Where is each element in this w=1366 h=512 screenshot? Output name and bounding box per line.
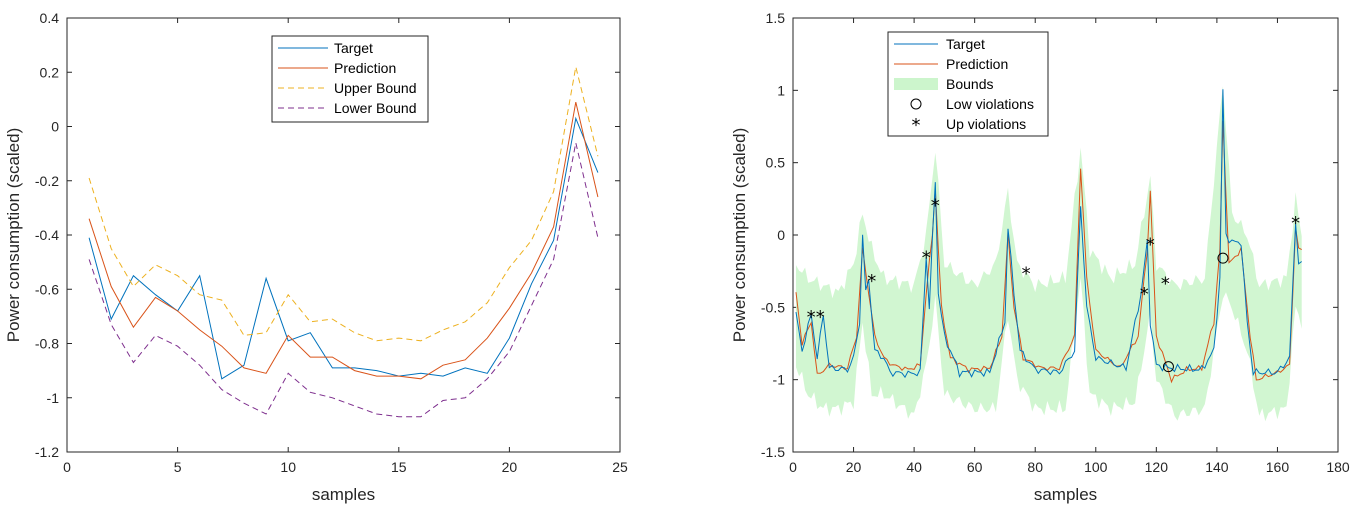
up-violation-marker: *	[922, 248, 931, 269]
y-tick-label: -0.2	[35, 173, 59, 189]
legend-label: Up violations	[946, 116, 1026, 132]
y-axis-label: Power consumption (scaled)	[4, 128, 23, 342]
x-tick-label: 180	[1326, 459, 1350, 475]
y-tick-label: 0.2	[40, 64, 60, 80]
x-tick-label: 20	[502, 459, 518, 475]
legend-label: Upper Bound	[334, 80, 417, 96]
x-tick-label: 10	[280, 459, 296, 475]
up-violation-marker: *	[867, 271, 876, 292]
low-violation-marker	[1162, 361, 1174, 373]
x-tick-label: 40	[906, 459, 922, 475]
x-tick-label: 120	[1145, 459, 1169, 475]
x-tick-label: 5	[174, 459, 182, 475]
legend-label: Low violations	[946, 96, 1034, 112]
y-tick-label: -0.8	[35, 336, 59, 352]
x-tick-label: 20	[846, 459, 862, 475]
up-violation-marker: *	[816, 307, 825, 328]
series-line-prediction	[795, 120, 1302, 384]
x-tick-label: 15	[391, 459, 407, 475]
x-axis-label: samples	[1034, 485, 1097, 504]
x-tick-label: 0	[63, 459, 71, 475]
y-tick-label: 0.4	[40, 10, 60, 26]
chart-left: 0 5 10 15 20 25 -1.2 -1 -0.8 -0.6 -0.4 -0.2 0 0.2 0.4 s…	[4, 10, 628, 504]
legend-swatch	[894, 78, 938, 90]
x-tick-label: 140	[1205, 459, 1229, 475]
up-violation-marker: *	[1161, 274, 1170, 295]
chart-right: 0 20 40 60 80 100 120 140 160 180 -1.5 -1 -0.5 0 0.5 1 1…	[730, 10, 1350, 504]
y-tick-label: -1.5	[761, 444, 785, 460]
series-line-target	[88, 116, 599, 380]
x-tick-label: 100	[1084, 459, 1108, 475]
series-line-prediction	[88, 101, 599, 380]
y-tick-label: -1	[47, 390, 60, 406]
up-violation-marker: *	[1146, 235, 1155, 256]
legend-swatch	[910, 98, 922, 110]
y-tick-label: 0	[51, 119, 59, 135]
y-tick-label: -0.4	[35, 227, 59, 243]
legend-label: Target	[946, 36, 985, 52]
legend-label: Prediction	[946, 56, 1008, 72]
x-tick-label: 60	[967, 459, 983, 475]
legend-label: Bounds	[946, 76, 993, 92]
series-line-target	[795, 89, 1302, 379]
up-violation-marker: *	[1291, 213, 1300, 234]
series-line-lower-bound	[88, 142, 599, 418]
up-violation-marker: *	[931, 196, 940, 217]
y-axis-label: Power consumption (scaled)	[730, 128, 749, 342]
low-violation-marker	[1217, 252, 1229, 264]
legend-label: Prediction	[334, 60, 396, 76]
x-tick-label: 0	[789, 459, 797, 475]
legend-swatch: *	[912, 115, 921, 136]
y-tick-label: 1	[777, 82, 785, 98]
y-tick-label: 0	[777, 227, 785, 243]
x-axis-label: samples	[312, 485, 375, 504]
legend-label: Lower Bound	[334, 100, 417, 116]
x-tick-label: 160	[1266, 459, 1290, 475]
up-violation-marker: *	[807, 307, 816, 328]
up-violation-marker: *	[1022, 264, 1031, 285]
x-tick-label: 80	[1027, 459, 1043, 475]
y-tick-label: -1.2	[35, 444, 59, 460]
legend-label: Target	[334, 40, 373, 56]
up-violation-marker: *	[1140, 284, 1149, 305]
y-tick-label: -1	[773, 372, 786, 388]
x-tick-label: 25	[612, 459, 628, 475]
y-tick-label: 1.5	[766, 10, 786, 26]
series-line-upper-bound	[88, 66, 599, 342]
y-tick-label: 0.5	[766, 155, 786, 171]
y-tick-label: -0.6	[35, 281, 59, 297]
y-tick-label: -0.5	[761, 299, 785, 315]
